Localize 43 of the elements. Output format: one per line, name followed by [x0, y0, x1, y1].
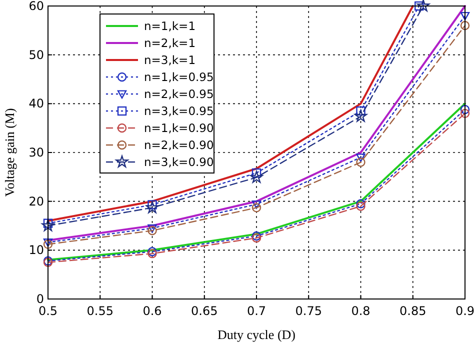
x-tick-label: 0.85	[400, 304, 426, 318]
point	[252, 203, 262, 212]
legend-label: n=1,k=0.95	[144, 70, 214, 84]
y-tick-label: 50	[28, 48, 44, 62]
y-tick-label: 20	[28, 194, 44, 208]
y-tick-label: 10	[28, 243, 44, 258]
x-tick-label: 0.9	[455, 304, 474, 318]
y-tick-label: 30	[28, 146, 44, 160]
point	[146, 201, 159, 214]
legend-label: n=2,k=0.90	[144, 138, 214, 152]
legend-label: n=3,k=1	[144, 53, 196, 67]
point	[252, 200, 262, 209]
legend-label: n=2,k=0.95	[144, 87, 214, 101]
x-axis-title: Duty cycle (D)	[218, 327, 296, 342]
y-axis-title: Voltage gain (M)	[2, 108, 17, 197]
point	[356, 199, 366, 208]
x-tick-label: 0.8	[351, 304, 370, 318]
x-tick-label: 0.65	[191, 304, 218, 318]
point	[148, 224, 157, 233]
point	[354, 110, 368, 122]
point	[356, 158, 366, 167]
point	[460, 108, 470, 118]
x-tick-label: 0.75	[295, 304, 322, 318]
y-tick-label: 0	[36, 292, 44, 306]
point	[460, 20, 470, 30]
point	[356, 154, 366, 162]
point	[460, 104, 470, 114]
point	[417, 0, 430, 12]
legend-label: n=1,k=0.90	[144, 121, 214, 135]
point	[460, 12, 470, 20]
legend-label: n=3,k=0.95	[144, 104, 214, 118]
x-tick-label: 0.5	[38, 304, 58, 318]
y-tick-label: 40	[28, 96, 44, 111]
x-tick-label: 0.6	[142, 304, 162, 318]
x-tick-label: 0.55	[86, 304, 114, 318]
point	[356, 202, 366, 211]
x-tick-label: 0.7	[246, 304, 266, 318]
y-tick-label: 60	[28, 0, 44, 13]
legend-label: n=1,k=1	[144, 19, 196, 33]
point	[42, 219, 54, 232]
legend-label: n=3,k=0.90	[144, 155, 214, 169]
legend-label: n=2,k=1	[144, 36, 196, 50]
point	[250, 170, 263, 183]
